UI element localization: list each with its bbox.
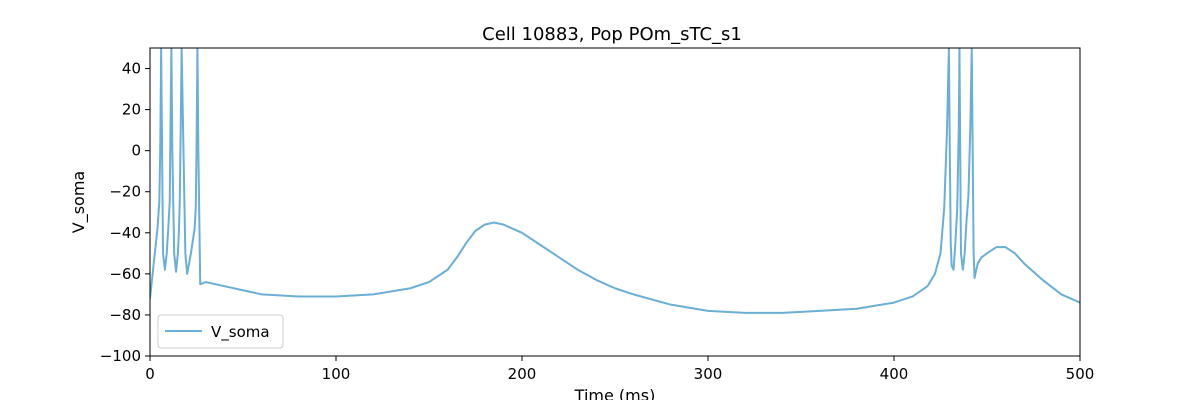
x-tick-label: 300 — [694, 365, 723, 383]
legend: V_soma — [157, 314, 284, 349]
x-tick-label: 100 — [322, 365, 351, 383]
y-tick-label: −20 — [109, 183, 141, 201]
x-tick-label: 0 — [145, 365, 155, 383]
y-axis-label: V_soma — [69, 171, 89, 233]
y-axis: −100 −80 −60 −40 −20 0 20 40 — [100, 60, 150, 365]
x-axis-label: Time (ms) — [574, 386, 656, 400]
legend-label: V_soma — [211, 323, 270, 342]
y-tick-label: 0 — [131, 142, 141, 160]
y-tick-label: −60 — [109, 265, 141, 283]
x-tick-label: 200 — [508, 365, 537, 383]
x-tick-label: 500 — [1066, 365, 1095, 383]
chart-title: Cell 10883, Pop POm_sTC_s1 — [482, 24, 742, 45]
series-line-v-soma — [150, 48, 1080, 314]
y-tick-label: −100 — [100, 347, 141, 365]
y-tick-label: −80 — [109, 306, 141, 324]
y-tick-label: 40 — [122, 60, 141, 78]
legend-box — [157, 314, 284, 349]
y-tick-label: −40 — [109, 224, 141, 242]
x-tick-label: 400 — [880, 365, 909, 383]
plot-frame — [149, 47, 1081, 357]
x-axis: 0 100 200 300 400 500 — [145, 356, 1094, 383]
series-layer — [150, 48, 1080, 314]
y-tick-label: 20 — [122, 101, 141, 119]
